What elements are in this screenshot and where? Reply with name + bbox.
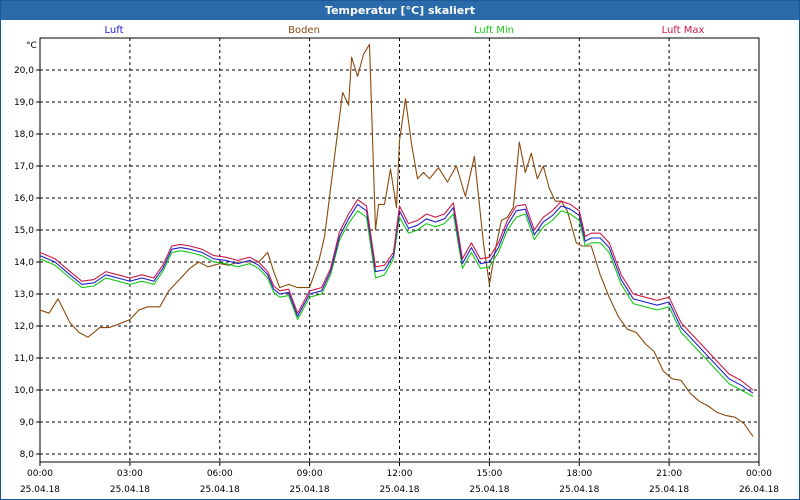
x-tick-label-time: 06:00 bbox=[207, 469, 233, 479]
y-tick-label: 18,0 bbox=[14, 130, 34, 140]
series-group bbox=[39, 43, 754, 437]
y-tick-label: 20,0 bbox=[14, 66, 34, 76]
y-tick-label: 16,0 bbox=[14, 194, 34, 204]
y-tick-label: 15,0 bbox=[14, 226, 34, 236]
y-tick-label: 19,0 bbox=[14, 98, 34, 108]
x-tick-label-time: 00:00 bbox=[27, 469, 53, 479]
x-tick-label-date: 26.04.18 bbox=[739, 485, 779, 495]
x-tick-label-date: 25.04.18 bbox=[379, 485, 419, 495]
series-line-boden bbox=[39, 43, 754, 437]
x-tick-label-date: 25.04.18 bbox=[20, 485, 60, 495]
legend-item-luft-min: Luft Min bbox=[474, 25, 514, 36]
x-tick-label-date: 25.04.18 bbox=[110, 485, 150, 495]
series-line-luft bbox=[39, 203, 754, 394]
x-tick-label-time: 15:00 bbox=[476, 469, 502, 479]
y-tick-label: 10,0 bbox=[14, 386, 34, 396]
window-title: Temperatur [°C] skaliert bbox=[1, 1, 799, 20]
x-tick-label-date: 25.04.18 bbox=[200, 485, 240, 495]
x-tick-label-date: 25.04.18 bbox=[649, 485, 689, 495]
x-tick-label-date: 25.04.18 bbox=[559, 485, 599, 495]
y-tick-label: 9,0 bbox=[20, 418, 35, 428]
x-tick-label-date: 25.04.18 bbox=[469, 485, 509, 495]
legend: Luft Boden Luft Min Luft Max bbox=[1, 23, 799, 39]
y-tick-label: 13,0 bbox=[14, 290, 34, 300]
x-tick-label-date: 25.04.18 bbox=[290, 485, 330, 495]
legend-item-luft: Luft bbox=[104, 25, 124, 36]
x-tick-label-time: 18:00 bbox=[566, 469, 592, 479]
series-line-luft-max bbox=[39, 199, 754, 391]
grid bbox=[40, 38, 759, 462]
y-tick-label: 12,0 bbox=[14, 322, 34, 332]
x-tick-label-time: 03:00 bbox=[117, 469, 143, 479]
x-tick-label-time: 21:00 bbox=[656, 469, 682, 479]
axes: 8,0 9,0 10,0 11,0 12,0 13,0 14,0 15,0 16,0 17,0 18… bbox=[14, 66, 779, 495]
y-tick-label: 8,0 bbox=[20, 450, 35, 460]
x-tick-label-time: 00:00 bbox=[746, 469, 772, 479]
x-tick-label-time: 12:00 bbox=[387, 469, 413, 479]
y-tick-label: 17,0 bbox=[14, 162, 34, 172]
x-tick-label-time: 09:00 bbox=[297, 469, 323, 479]
legend-item-luft-max: Luft Max bbox=[661, 25, 705, 36]
y-axis-label: °C bbox=[26, 41, 37, 51]
legend-item-boden: Boden bbox=[288, 25, 320, 36]
series-line-luft-min bbox=[39, 210, 754, 397]
y-tick-label: 14,0 bbox=[14, 258, 34, 268]
y-tick-label: 11,0 bbox=[14, 354, 34, 364]
